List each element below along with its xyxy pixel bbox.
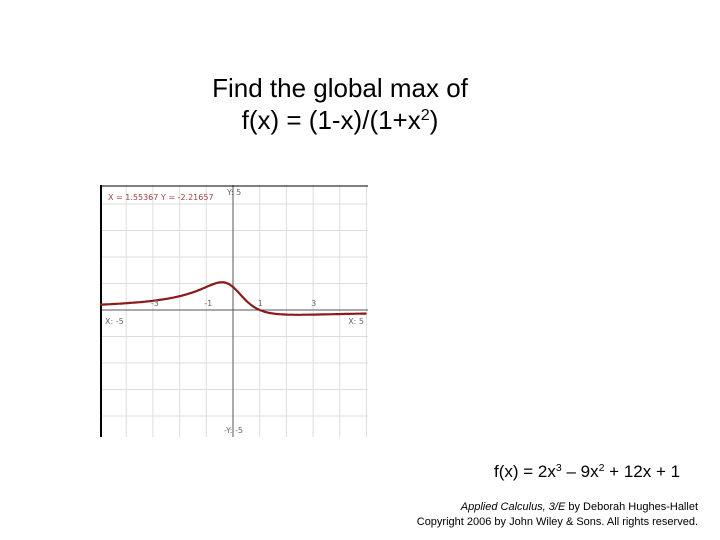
x-tick-label: -1 [204, 299, 212, 308]
curve [100, 281, 367, 316]
superscript: 3 [555, 462, 562, 475]
x-tick-label: 1 [258, 299, 263, 308]
author: by Deborah Hughes-Hallet [565, 501, 698, 513]
text: – 9x [561, 462, 599, 481]
title-line: Find the global max of [212, 73, 468, 103]
axis-label: -Y: -5 [224, 426, 243, 435]
graph: X = 1.55367 Y = -2.21657 Y: 5 X: -5 X: 5… [100, 185, 368, 437]
title: Find the global max of f(x) = (1-x)/(1+x… [140, 72, 540, 136]
text: f(x) = (1-x)/(1+x [241, 105, 421, 135]
text: f(x) = 2x [494, 462, 556, 481]
superscript: 2 [420, 106, 430, 125]
copyright: Copyright 2006 by John Wiley & Sons. All… [416, 516, 698, 528]
tick-labels: -3 -1 1 3 [151, 299, 316, 308]
formula: f(x) = 2x3 – 9x2 + 12x + 1 [494, 462, 680, 482]
book-title: Applied Calculus, 3/E [460, 501, 566, 513]
credit: Applied Calculus, 3/E by Deborah Hughes-… [417, 500, 698, 530]
text: ) [429, 105, 439, 135]
x-tick-label: 3 [311, 299, 316, 308]
axis-label: X: 5 [348, 317, 364, 326]
text: + 12x + 1 [604, 462, 681, 481]
superscript: 2 [598, 462, 605, 475]
axis-label: Y: 5 [226, 188, 241, 197]
grid [100, 185, 368, 437]
x-tick-label: -3 [151, 299, 159, 308]
cursor-readout: X = 1.55367 Y = -2.21657 [108, 193, 214, 202]
axis-label: X: -5 [105, 317, 124, 326]
title-line: f(x) = (1-x)/(1+x2) [140, 104, 540, 136]
credit-line: Applied Calculus, 3/E by Deborah Hughes-… [417, 500, 698, 515]
